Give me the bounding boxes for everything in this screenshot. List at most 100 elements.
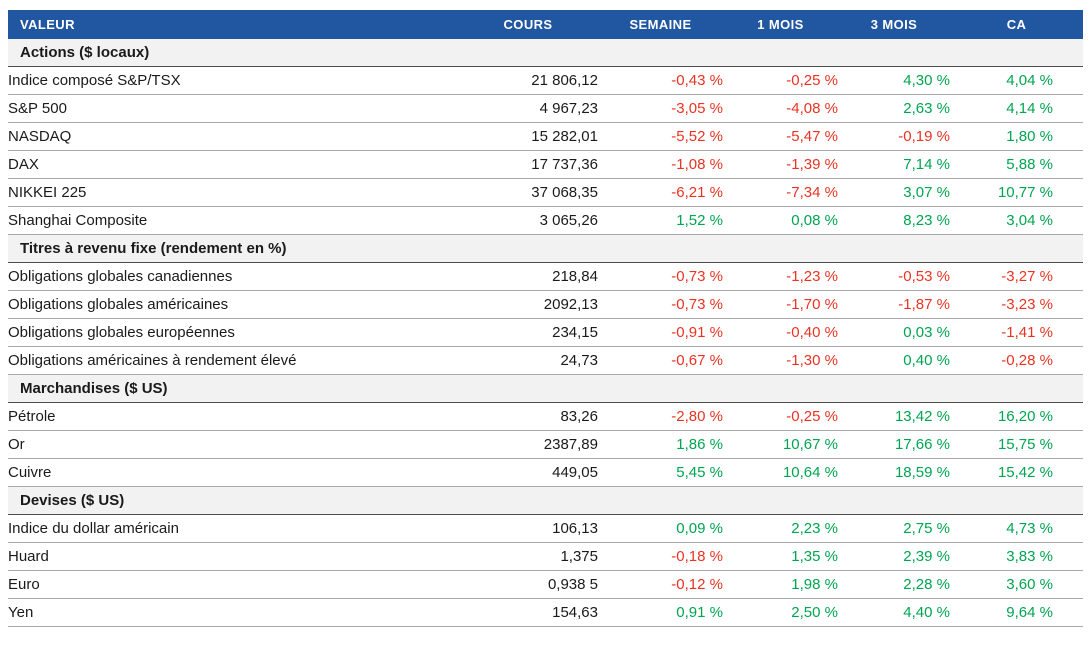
table-row: Or 2387,89 1,86 % 10,67 % 17,66 % 15,75 %: [8, 430, 1083, 459]
row-label: Or: [8, 430, 458, 459]
table-row: Obligations globales américaines 2092,13-…: [8, 290, 1083, 319]
row-label: DAX: [8, 150, 458, 179]
section-row: Titres à revenu fixe (rendement en %): [8, 234, 1083, 263]
table-row: Yen 154,63 0,91 % 2,50 % 4,40 % 9,64 %: [8, 598, 1083, 627]
ca-value: 16,20 %: [950, 402, 1083, 431]
mois1-value: -1,70 %: [723, 290, 838, 319]
ca-value: 5,88 %: [950, 150, 1083, 179]
mois3-value: -0,19 %: [838, 122, 950, 151]
mois1-value: 1,35 %: [723, 542, 838, 571]
semaine-value: -5,52 %: [598, 122, 723, 151]
cours-value: 218,84: [458, 262, 598, 291]
table-row: NIKKEI 225 37 068,35 -6,21 % -7,34 % 3,07 % 1…: [8, 178, 1083, 207]
header-row: VALEUR COURS SEMAINE 1 MOIS 3 MOIS CA: [8, 10, 1083, 39]
cours-value: 3 065,26: [458, 206, 598, 235]
row-label: S&P 500: [8, 94, 458, 123]
table-row: Huard 1,375 -0,18 % 1,35 % 2,39 % 3,83 %: [8, 542, 1083, 571]
mois1-value: -0,25 %: [723, 66, 838, 95]
ca-value: 1,80 %: [950, 122, 1083, 151]
semaine-value: -0,43 %: [598, 66, 723, 95]
section-title: Titres à revenu fixe (rendement en %): [8, 234, 1083, 263]
column-header-ca: CA: [950, 10, 1083, 39]
ca-value: 15,42 %: [950, 458, 1083, 487]
table-row: S&P 500 4 967,23 -3,05 % -4,08 % 2,63 % 4,14 …: [8, 94, 1083, 123]
row-label: Indice composé S&P/TSX: [8, 66, 458, 95]
semaine-value: -0,12 %: [598, 570, 723, 599]
column-header-valeur: VALEUR: [8, 10, 458, 39]
table-row: DAX 17 737,36 -1,08 % -1,39 % 7,14 % 5,88 %: [8, 150, 1083, 179]
semaine-value: 1,86 %: [598, 430, 723, 459]
ca-value: -3,27 %: [950, 262, 1083, 291]
mois1-value: 1,98 %: [723, 570, 838, 599]
table-row: Indice du dollar américain 106,13 0,09 % 2,…: [8, 514, 1083, 543]
mois3-value: 17,66 %: [838, 430, 950, 459]
ca-value: -3,23 %: [950, 290, 1083, 319]
semaine-value: -0,67 %: [598, 346, 723, 375]
semaine-value: -2,80 %: [598, 402, 723, 431]
mois1-value: -4,08 %: [723, 94, 838, 123]
column-header-3mois: 3 MOIS: [838, 10, 950, 39]
row-label: Euro: [8, 570, 458, 599]
mois1-value: -0,25 %: [723, 402, 838, 431]
semaine-value: 5,45 %: [598, 458, 723, 487]
cours-value: 154,63: [458, 598, 598, 627]
mois3-value: 0,03 %: [838, 318, 950, 347]
mois1-value: 2,50 %: [723, 598, 838, 627]
cours-value: 106,13: [458, 514, 598, 543]
row-label: Huard: [8, 542, 458, 571]
mois1-value: 2,23 %: [723, 514, 838, 543]
table-row: Obligations américaines à rendement élev…: [8, 346, 1083, 375]
row-label: Indice du dollar américain: [8, 514, 458, 543]
semaine-value: -6,21 %: [598, 178, 723, 207]
cours-value: 2387,89: [458, 430, 598, 459]
row-label: Obligations globales américaines: [8, 290, 458, 319]
mois3-value: 8,23 %: [838, 206, 950, 235]
ca-value: 4,73 %: [950, 514, 1083, 543]
mois3-value: 2,63 %: [838, 94, 950, 123]
ca-value: -1,41 %: [950, 318, 1083, 347]
table-row: Obligations globales européennes 234,15 -0…: [8, 318, 1083, 347]
mois3-value: 18,59 %: [838, 458, 950, 487]
table-row: Shanghai Composite 3 065,26 1,52 % 0,08 % 8,…: [8, 206, 1083, 235]
semaine-value: -0,73 %: [598, 290, 723, 319]
table-header: VALEUR COURS SEMAINE 1 MOIS 3 MOIS CA: [8, 10, 1083, 39]
cours-value: 37 068,35: [458, 178, 598, 207]
cours-value: 2092,13: [458, 290, 598, 319]
ca-value: 9,64 %: [950, 598, 1083, 627]
table-row: Obligations globales canadiennes 218,84 -0…: [8, 262, 1083, 291]
ca-value: 3,60 %: [950, 570, 1083, 599]
section-row: Marchandises ($ US): [8, 374, 1083, 403]
mois3-value: 3,07 %: [838, 178, 950, 207]
mois1-value: -7,34 %: [723, 178, 838, 207]
cours-value: 234,15: [458, 318, 598, 347]
mois1-value: -5,47 %: [723, 122, 838, 151]
section-title: Marchandises ($ US): [8, 374, 1083, 403]
section-title: Actions ($ locaux): [8, 39, 1083, 67]
mois3-value: -1,87 %: [838, 290, 950, 319]
semaine-value: -1,08 %: [598, 150, 723, 179]
column-header-semaine: SEMAINE: [598, 10, 723, 39]
table-row: Euro 0,938 5 -0,12 % 1,98 % 2,28 % 3,60 %: [8, 570, 1083, 599]
row-label: Obligations globales européennes: [8, 318, 458, 347]
cours-value: 449,05: [458, 458, 598, 487]
semaine-value: -0,73 %: [598, 262, 723, 291]
mois1-value: -0,40 %: [723, 318, 838, 347]
ca-value: 4,14 %: [950, 94, 1083, 123]
cours-value: 21 806,12: [458, 66, 598, 95]
cours-value: 17 737,36: [458, 150, 598, 179]
section-row: Actions ($ locaux): [8, 39, 1083, 67]
semaine-value: 0,91 %: [598, 598, 723, 627]
row-label: Shanghai Composite: [8, 206, 458, 235]
cours-value: 24,73: [458, 346, 598, 375]
column-header-1mois: 1 MOIS: [723, 10, 838, 39]
semaine-value: 1,52 %: [598, 206, 723, 235]
mois3-value: 2,75 %: [838, 514, 950, 543]
mois1-value: 10,64 %: [723, 458, 838, 487]
mois1-value: -1,23 %: [723, 262, 838, 291]
row-label: NASDAQ: [8, 122, 458, 151]
table-row: NASDAQ 15 282,01 -5,52 % -5,47 % -0,19 % 1,80…: [8, 122, 1083, 151]
section-row: Devises ($ US): [8, 486, 1083, 515]
row-label: Obligations américaines à rendement élev…: [8, 346, 458, 375]
mois3-value: 4,30 %: [838, 66, 950, 95]
section-title: Devises ($ US): [8, 486, 1083, 515]
